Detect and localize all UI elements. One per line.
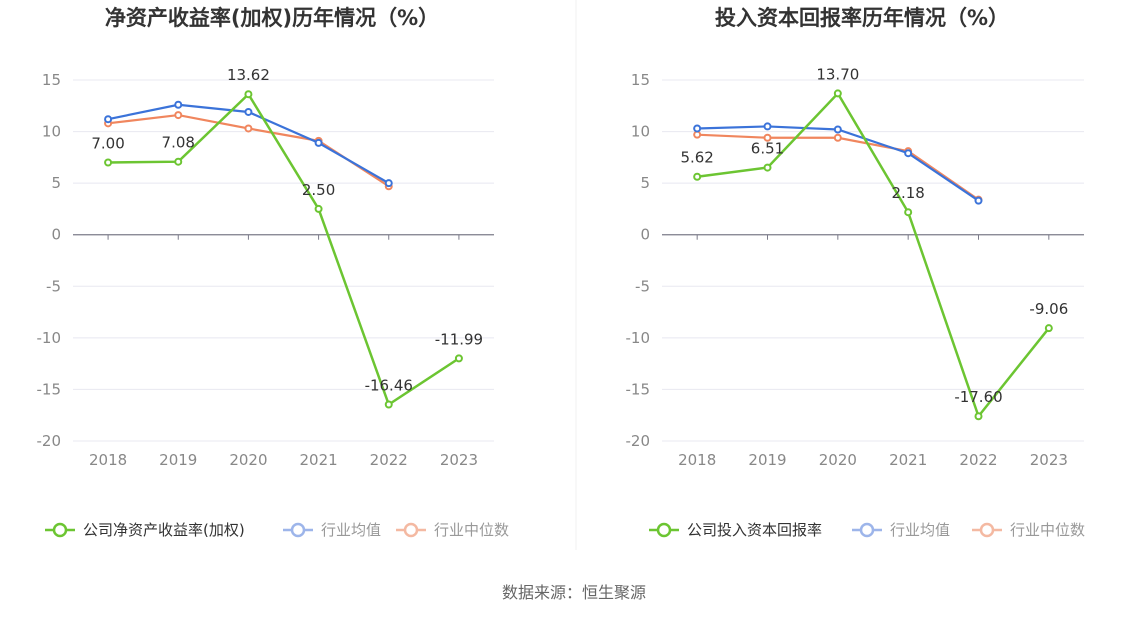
x-tick-label: 2023	[1030, 451, 1068, 469]
y-tick-label: -15	[37, 380, 62, 398]
avg-series-line	[107, 103, 390, 185]
y-tick-label: 5	[51, 174, 61, 192]
data-label: -11.99	[435, 330, 483, 348]
x-tick-label: 2019	[159, 451, 197, 469]
data-label: 13.62	[227, 66, 270, 84]
company-data-point	[904, 208, 913, 217]
x-tick-label: 2018	[89, 451, 127, 469]
y-tick-label: -10	[37, 329, 62, 347]
data-label: 2.18	[891, 184, 924, 202]
avg-data-point	[974, 196, 983, 205]
roe-chart: 净资产收益率(加权)历年情况（%） 15 10 5 0 -5 -10 -15 -20 2018 20…	[37, 6, 510, 539]
data-label: -9.06	[1029, 300, 1068, 318]
data-label: -17.60	[954, 388, 1002, 406]
avg-data-point	[904, 149, 913, 158]
company-series-line	[697, 91, 1050, 419]
avg-data-point	[833, 125, 842, 134]
median-series-line	[697, 133, 980, 201]
legend-label: 行业中位数	[1010, 521, 1085, 539]
median-data-point	[833, 133, 842, 142]
company-data-point	[104, 158, 113, 167]
company-data-point	[454, 354, 463, 363]
median-data-point	[693, 130, 702, 139]
y-tick-label: 15	[631, 71, 650, 89]
legend-label: 公司投入资本回报率	[687, 521, 822, 539]
data-label: 2.50	[302, 181, 335, 199]
y-tick-label: 10	[42, 123, 61, 141]
legend-label: 行业均值	[890, 521, 950, 539]
x-tick-label: 2022	[959, 451, 997, 469]
avg-data-point	[384, 179, 393, 188]
avg-data-point	[104, 115, 113, 124]
x-tick-label: 2022	[370, 451, 408, 469]
x-tick-label: 2023	[440, 451, 478, 469]
x-tick-label: 2021	[299, 451, 337, 469]
data-label: -16.46	[365, 376, 413, 394]
company-data-point	[244, 90, 253, 99]
data-label: 5.62	[680, 149, 713, 167]
legend-marker	[656, 522, 672, 538]
company-data-point	[974, 412, 983, 421]
legend-marker	[979, 522, 995, 538]
legend-label: 公司净资产收益率(加权)	[83, 521, 245, 539]
y-tick-label: -5	[635, 277, 650, 295]
company-data-point	[833, 89, 842, 98]
y-tick-label: 15	[42, 71, 61, 89]
roic-chart: 投入资本回报率历年情况（%） 15 10 5 0 -5 -10 -15 -20 2018 2019 2…	[626, 6, 1086, 539]
company-data-point	[314, 204, 323, 213]
data-label: 13.70	[816, 65, 859, 83]
x-tick-label: 2021	[889, 451, 927, 469]
data-label: 7.08	[162, 134, 195, 152]
y-tick-label: 0	[51, 226, 61, 244]
y-tick-label: 5	[640, 174, 650, 192]
legend-label: 行业中位数	[434, 521, 509, 539]
company-data-point	[384, 400, 393, 409]
legend-marker	[290, 522, 306, 538]
legend-marker	[52, 522, 68, 538]
legend-marker	[403, 522, 419, 538]
y-tick-label: -15	[626, 380, 651, 398]
y-tick-label: -5	[46, 277, 61, 295]
company-data-point	[763, 163, 772, 172]
avg-data-point	[174, 100, 183, 109]
avg-data-point	[314, 138, 323, 147]
avg-data-point	[763, 122, 772, 131]
legend-marker	[859, 522, 875, 538]
y-tick-label: -10	[626, 329, 651, 347]
x-tick-label: 2020	[229, 451, 267, 469]
median-data-point	[174, 111, 183, 120]
x-tick-label: 2018	[678, 451, 716, 469]
y-tick-label: 10	[631, 123, 650, 141]
x-tick-label: 2020	[819, 451, 857, 469]
median-data-point	[763, 133, 772, 142]
company-series-line	[108, 92, 460, 407]
data-label: 6.51	[751, 140, 784, 158]
data-label: 7.00	[91, 135, 124, 153]
avg-data-point	[244, 107, 253, 116]
y-tick-label: 0	[640, 226, 650, 244]
y-tick-label: -20	[37, 432, 62, 450]
company-data-point	[693, 172, 702, 181]
median-data-point	[244, 124, 253, 133]
chart-title: 投入资本回报率历年情况（%）	[715, 6, 1009, 30]
x-tick-label: 2019	[748, 451, 786, 469]
chart-title: 净资产收益率(加权)历年情况（%）	[105, 6, 439, 30]
company-data-point	[174, 157, 183, 166]
avg-data-point	[693, 124, 702, 133]
company-data-point	[1044, 324, 1053, 333]
y-tick-label: -20	[626, 432, 651, 450]
legend-label: 行业均值	[321, 521, 381, 539]
data-source: 数据来源：恒生聚源	[502, 583, 646, 602]
